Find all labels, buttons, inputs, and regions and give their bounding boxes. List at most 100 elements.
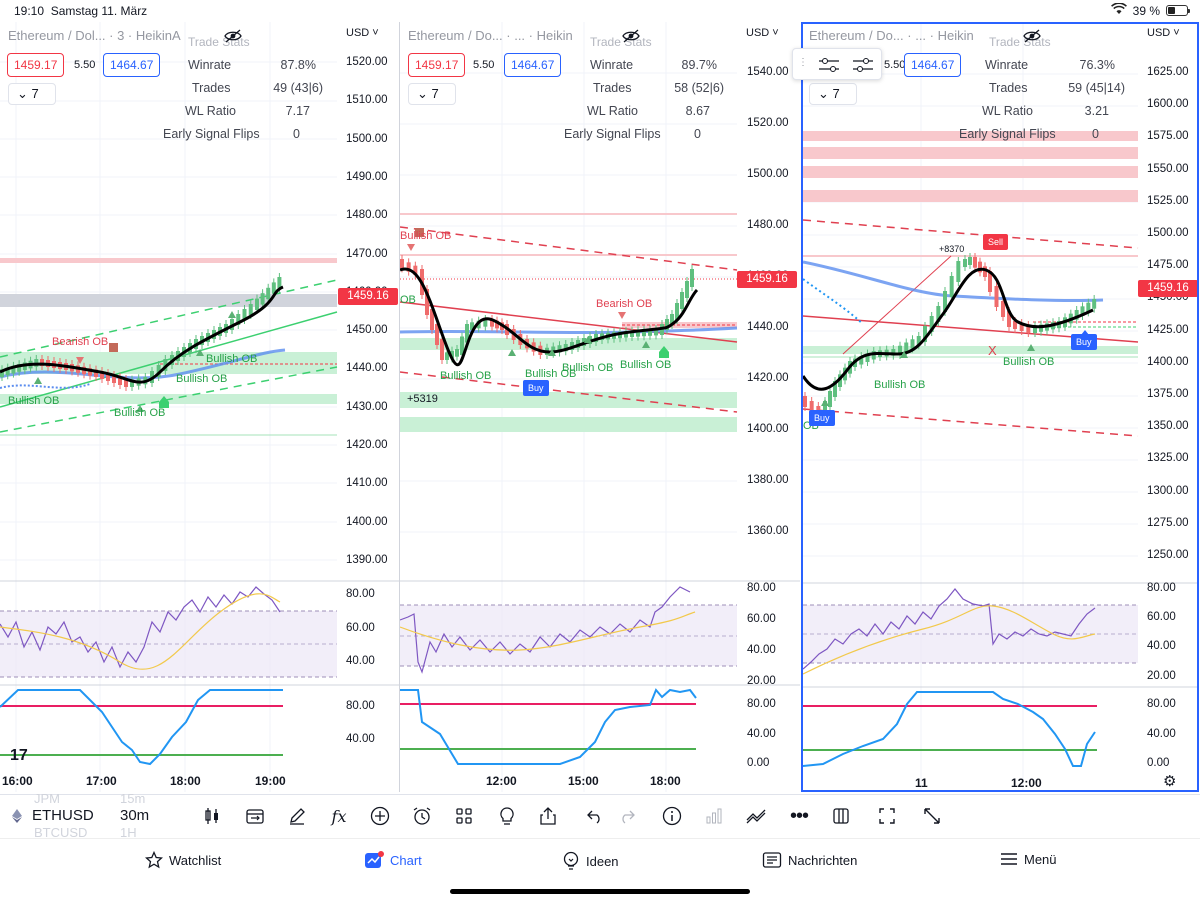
home-indicator[interactable] [450,889,750,894]
eye-slash-icon[interactable] [224,29,242,43]
info-icon[interactable] [659,803,685,829]
candle-body [1013,321,1017,329]
add-plus-icon[interactable] [367,803,393,829]
buy-price-button[interactable]: 1464.67 [904,53,962,77]
currency-selector[interactable]: USD ˅ [1147,27,1180,39]
bullish-marker [159,396,169,408]
status-date: Samstag 11. März [50,4,148,18]
wifi-icon [1110,2,1127,18]
collapse-toggle[interactable]: ⌄ 7 [408,83,456,105]
price-tick: 1380.00 [747,474,789,486]
rsi-tick: 60.00 [747,613,776,625]
eye-slash-icon[interactable] [622,29,640,43]
candle-body [916,336,921,346]
osc-tick: 40.00 [346,733,375,745]
buy-price-button[interactable]: 1464.67 [103,53,161,77]
bullish-ob-label: Bullish OB [400,230,452,242]
collapse-toggle[interactable]: ⌄ 7 [8,83,56,105]
toggle-count: 7 [31,86,39,101]
price-tick: 1420.00 [747,372,789,384]
price-tick: 1400.00 [747,423,789,435]
fullscreen-frame-icon[interactable] [874,803,900,829]
draw-pen-icon[interactable] [284,803,310,829]
bullish-ob-label: Bullish OB [440,370,492,382]
candle-body [470,322,474,330]
candle-body [1092,299,1097,309]
chart-panel-2[interactable]: Ethereum / Do... · ... · Heikin Trade St… [400,22,800,792]
compare-lines-icon[interactable] [743,803,769,829]
price-tick: 1540.00 [747,66,789,78]
settings-gear-icon[interactable]: ⚙ [1163,773,1177,790]
tab-chart[interactable]: Chart [364,851,422,869]
candle-body [124,379,128,387]
last-price-tag: 1459.16 [1138,280,1197,297]
currency-selector[interactable]: USD ˅ [746,27,779,39]
chart-canvas-3[interactable]: X [803,24,1199,792]
indicators-fx-icon[interactable]: fx [331,806,347,826]
candle-body [40,359,44,366]
chart-canvas-2[interactable] [400,22,800,792]
more-dots-icon[interactable]: ••• [789,804,809,827]
price-tick: 1350.00 [1147,420,1189,433]
currency-selector[interactable]: USD ˅ [346,27,379,39]
price-tick: 1300.00 [1147,484,1189,497]
stat-trades: 49 (43|6) [273,81,323,95]
candle-body [654,329,658,336]
sell-price-button[interactable]: 1459.17 [7,53,65,77]
undo-icon[interactable] [582,803,608,829]
candle-body [455,349,459,357]
chart-panel-1[interactable]: 17 Ethereum / Dol... · 3 · HeikinA Trade… [0,22,399,792]
expand-arrows-icon[interactable] [919,803,945,829]
drawing-toolbar-popup[interactable]: ⋮ [792,48,882,80]
collapse-toggle[interactable]: ⌄ 7 [809,83,857,105]
battery-icon [1166,5,1190,16]
share-icon[interactable] [535,803,561,829]
time-tick: 18:00 [170,774,201,788]
tab-menu[interactable]: Menü [1000,851,1057,867]
tab-ideas[interactable]: Ideen [562,851,619,871]
price-tick: 1400.00 [1147,355,1189,368]
candle-body [891,349,896,356]
settings-sliders-icon[interactable] [851,55,875,75]
candle-type-icon[interactable] [199,803,225,829]
interval-selector[interactable]: 30m [120,807,150,824]
candle-body [636,330,640,337]
tab-watchlist[interactable]: Watchlist [145,851,221,869]
buy-signal-badge: Buy [809,410,835,426]
line-tool-icon[interactable] [817,55,841,75]
idea-lightbulb-icon[interactable] [494,803,520,829]
status-time: 19:10 [14,4,45,18]
tab-label: Chart [390,852,422,868]
symbol-selector[interactable]: ETHUSD [32,807,94,824]
alarm-clock-icon[interactable] [409,803,435,829]
candle-body [266,287,271,300]
candle-body [406,262,411,272]
candle-body [557,345,562,353]
candle-body [968,257,972,265]
redo-icon[interactable] [614,803,640,829]
bullish-ob-label: Bullish OB [8,395,60,407]
candle-body [943,291,947,312]
candle-body [495,320,499,329]
stat-winrate: 76.3% [1079,58,1115,72]
stat-trades: 59 (45|14) [1068,81,1125,95]
financials-bar-icon[interactable] [701,803,727,829]
chart-canvas-1[interactable]: 17 [0,22,399,792]
rsi-tick: 80.00 [1147,582,1176,594]
tab-news[interactable]: Nachrichten [762,851,857,869]
resistance-zone [803,147,1138,159]
sell-price-button[interactable]: 1459.17 [408,53,466,77]
drag-handle-icon[interactable]: ⋮ [798,57,808,68]
candle-body [260,293,265,305]
layout-columns-icon[interactable] [828,803,854,829]
stat-label-trades: Trades [192,81,231,95]
chart-panel-3-active[interactable]: X Ethereum / Do... · ... · Heikin Trade … [801,22,1199,792]
price-tick: 1510.00 [346,94,388,107]
templates-grid-icon[interactable] [451,803,477,829]
eye-slash-icon[interactable] [1023,29,1041,43]
panel-divider[interactable] [399,22,400,792]
stat-label-winrate: Winrate [590,58,634,72]
calendar-replay-icon[interactable] [242,803,268,829]
buy-price-button[interactable]: 1464.67 [504,53,562,77]
